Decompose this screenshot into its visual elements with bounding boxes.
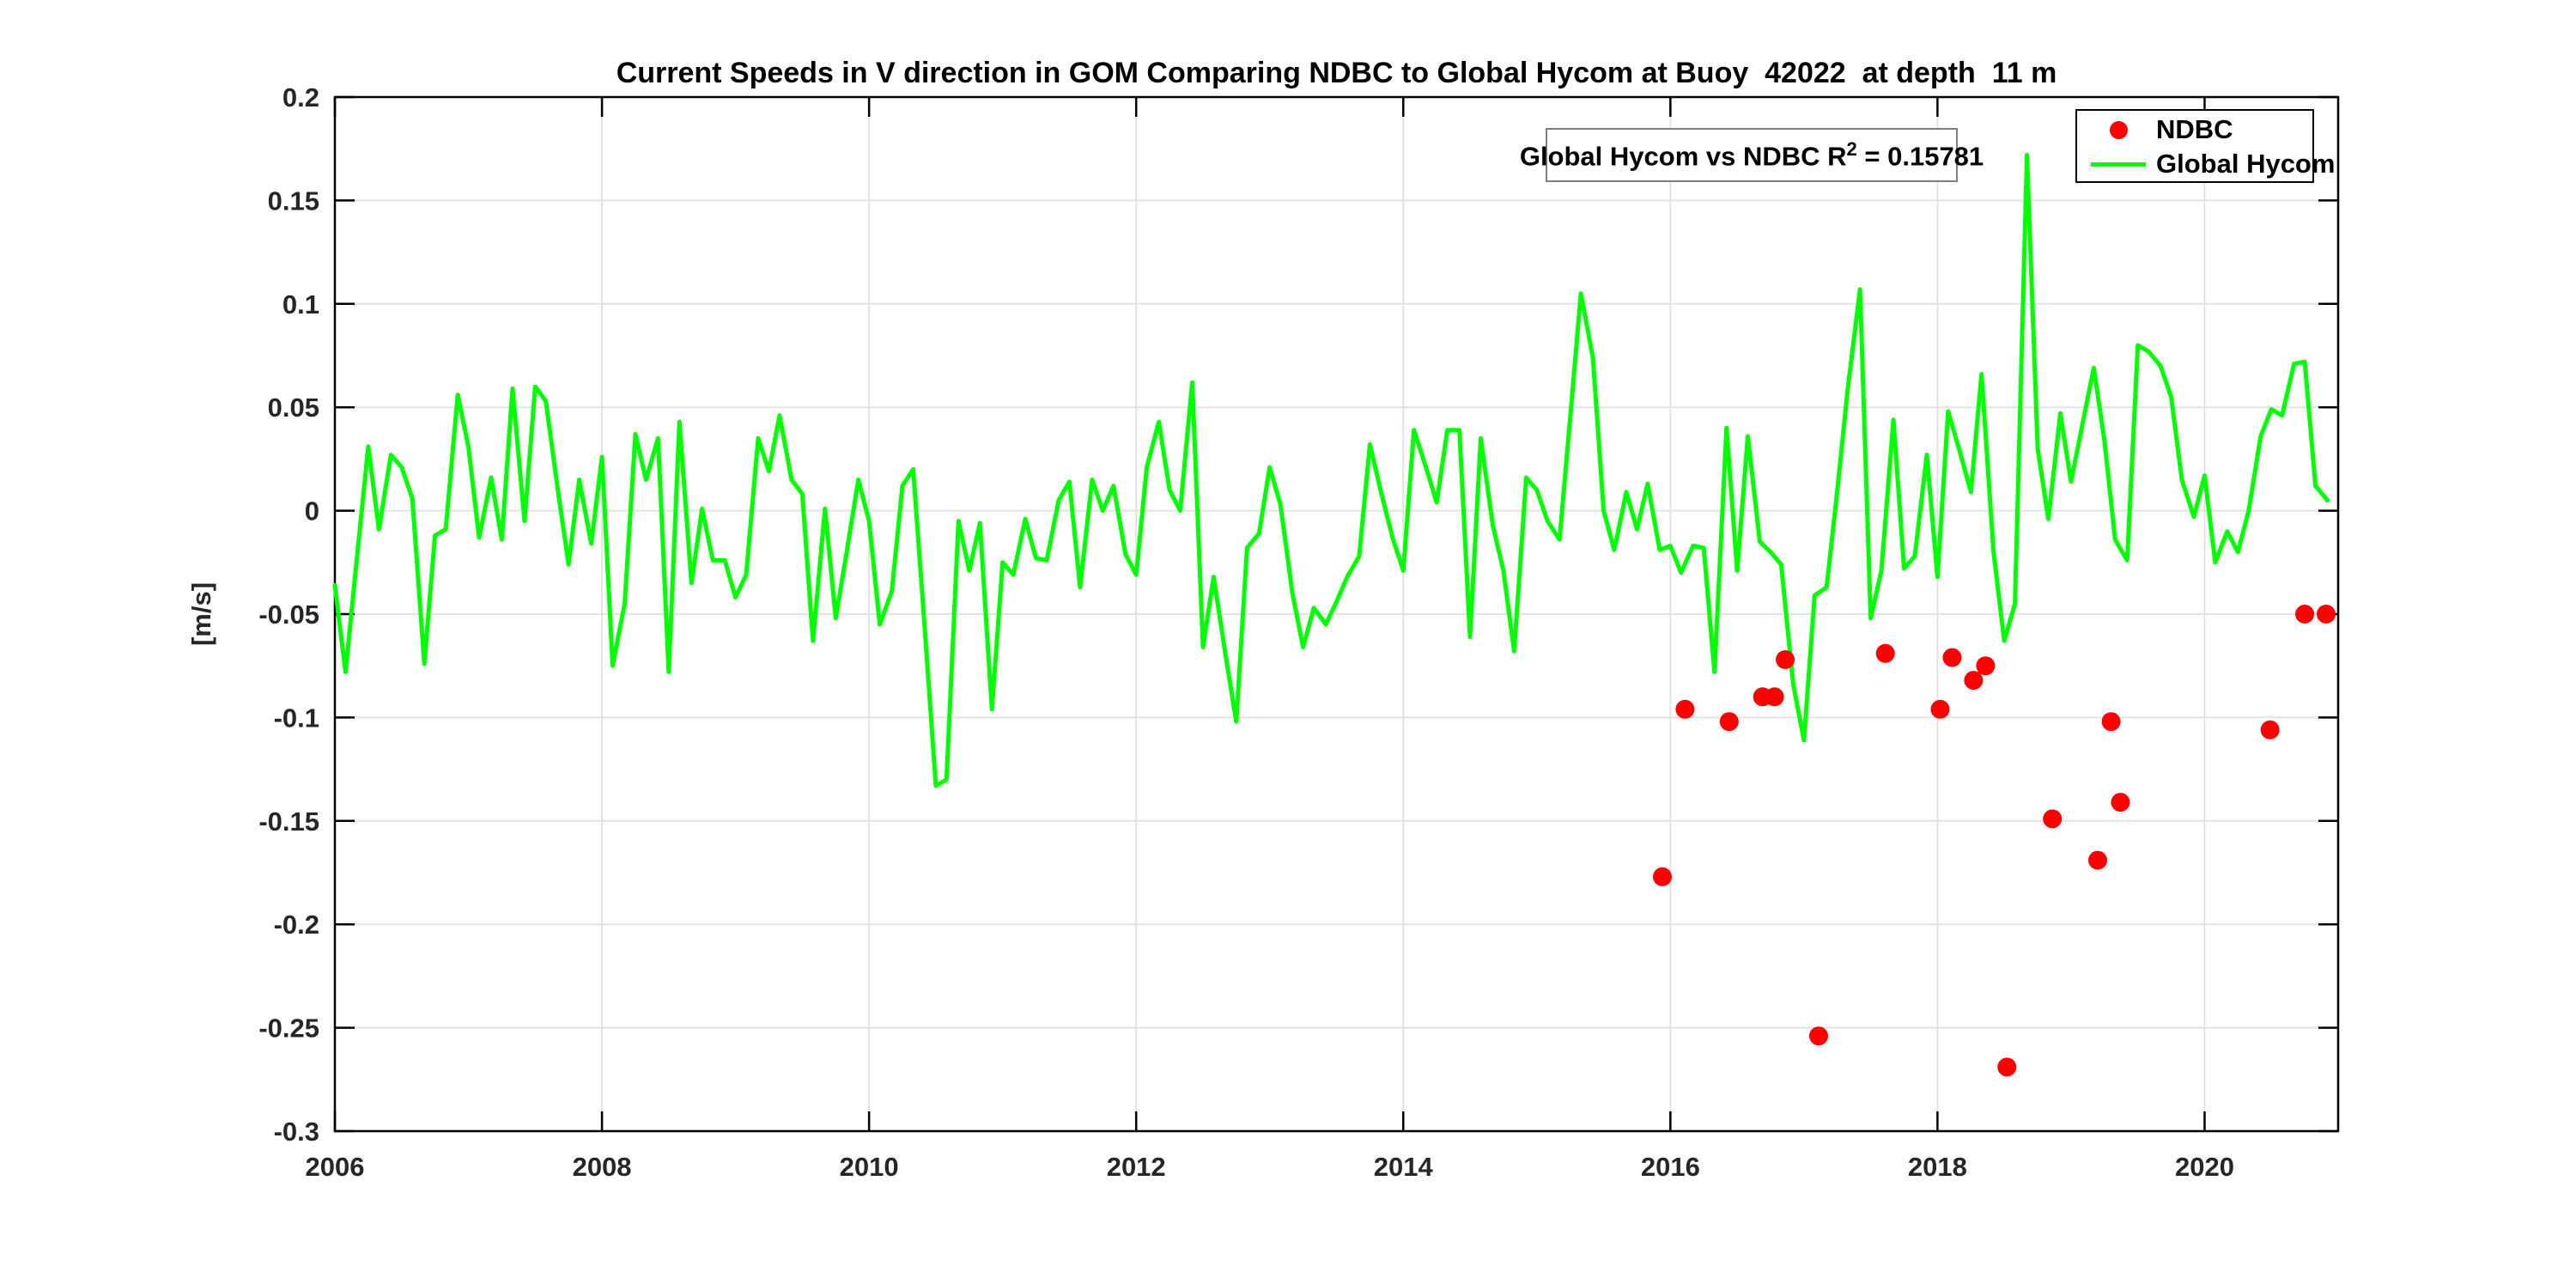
y-tick-label: -0.1 [274,703,319,733]
legend-entry-global-hycom: Global Hycom [2077,146,2335,182]
y-tick-label: -0.2 [274,910,319,940]
ndbc-point [1653,867,1672,886]
legend-entry-ndbc: NDBC [2077,112,2312,148]
r-squared-annotation: Global Hycom vs NDBC R2 = 0.15781 [1520,128,1984,182]
legend: NDBC Global Hycom [2075,109,2335,183]
y-tick-label: 0.1 [283,289,319,320]
ndbc-point [2043,809,2063,829]
x-tick-label: 2006 [306,1152,365,1182]
ndbc-point [1809,1026,1828,1046]
y-tick-label: 0.2 [283,82,319,113]
ndbc-point [2317,605,2336,624]
chart-title: Current Speeds in V direction in GOM Com… [616,57,2057,89]
ndbc-point [1930,699,1950,719]
ndbc-point [1997,1057,2017,1077]
ndbc-point [1964,671,1984,691]
legend-label-ndbc: NDBC [2156,114,2233,144]
ndbc-point [1719,712,1739,732]
ndbc-point [2295,605,2315,624]
x-tick-label: 2014 [1374,1152,1434,1182]
ndbc-point [2260,720,2280,739]
superscript-2: 2 [1846,137,1857,160]
y-tick-label: -0.3 [274,1117,319,1147]
ndbc-point [2088,850,2107,870]
global-hycom-line [332,152,2330,788]
x-tick-label: 2016 [1641,1152,1700,1182]
x-tick-label: 2018 [1908,1152,1967,1182]
ndbc-point [1942,648,1962,667]
y-tick-label: -0.25 [258,1013,319,1044]
ndbc-point [2101,712,2121,732]
red-dot-marker-icon [2091,120,2146,139]
y-tick-label: -0.05 [258,599,319,630]
x-tick-label: 2012 [1107,1152,1166,1182]
ndbc-point [1976,656,1996,676]
legend-label-global-hycom: Global Hycom [2156,149,2336,179]
y-tick-label: 0.05 [268,393,319,423]
y-tick-label: 0.15 [268,186,319,216]
ndbc-point [1765,687,1784,707]
x-tick-label: 2010 [840,1152,899,1182]
ndbc-point [1675,699,1695,719]
y-tick-label: -0.15 [258,806,319,837]
ndbc-point [1875,643,1895,663]
y-axis-label: [m/s] [186,581,216,647]
ndbc-point [1776,650,1795,669]
r-squared-text: Global Hycom vs NDBC R2 = 0.15781 [1519,137,1984,172]
x-tick-label: 2008 [573,1152,632,1182]
ndbc-point [2111,793,2130,812]
x-tick-label: 2020 [2175,1152,2234,1182]
y-tick-label: 0 [305,496,319,526]
green-line-marker-icon [2091,161,2146,167]
